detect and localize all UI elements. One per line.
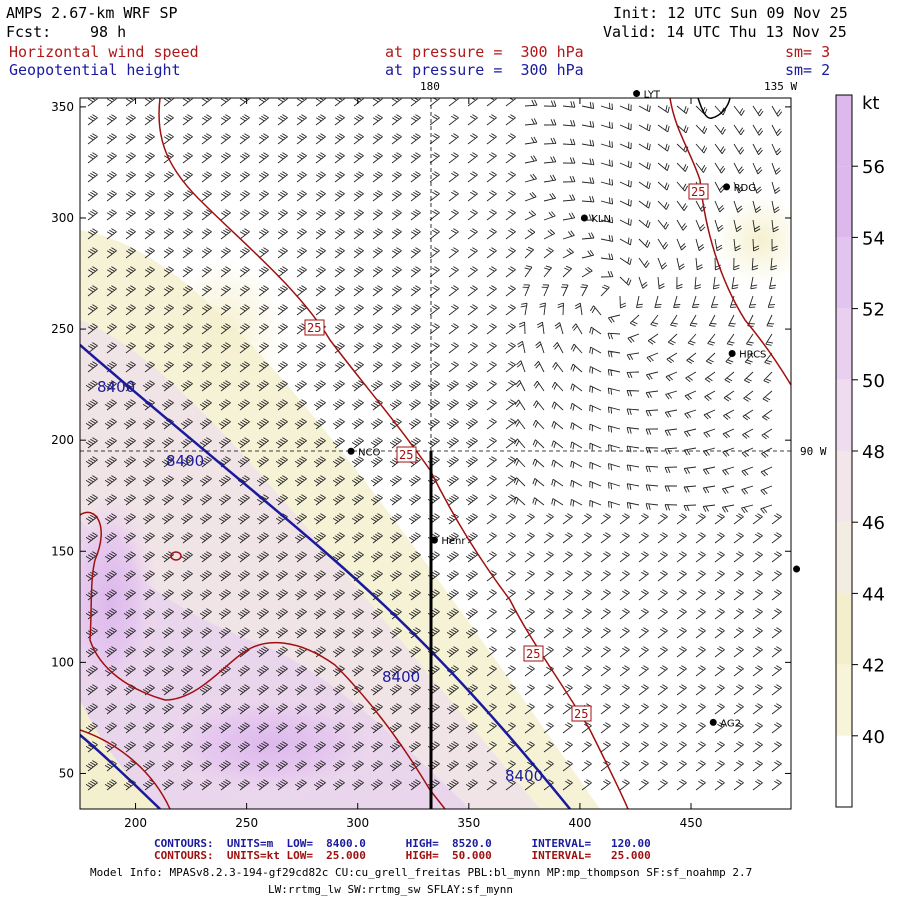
- wind-contour-25-east: [669, 98, 791, 386]
- y-tick-label: 100: [51, 655, 74, 669]
- valid-time: Valid: 14 UTC Thu 13 Nov 25: [603, 23, 847, 41]
- station-marker: [793, 565, 801, 573]
- colorbar-label: 46: [862, 513, 885, 534]
- wind-label: 25: [526, 647, 540, 661]
- station-label: HRCS: [739, 350, 766, 361]
- height-label: 8400: [382, 668, 420, 686]
- height-contour-8400-a: [80, 344, 571, 809]
- field-1-name: Horizontal wind speed: [9, 43, 199, 61]
- y-tick-label: 150: [51, 544, 74, 558]
- field-2-name: Geopotential height: [9, 61, 181, 79]
- field-1-smoothing: sm= 3: [785, 43, 831, 61]
- colorbar-label: 44: [862, 584, 885, 605]
- station-marker: [580, 214, 588, 222]
- meridian-label-180: 180: [420, 80, 440, 93]
- station-marker: [430, 536, 438, 544]
- colorbar-segment: [836, 522, 852, 594]
- wind-contour-50: [80, 511, 446, 809]
- colorbar-label: 54: [862, 228, 885, 249]
- model-title: AMPS 2.67-km WRF SP: [6, 4, 178, 22]
- height-contour-8400-b: [80, 734, 161, 809]
- station-marker: [633, 90, 641, 98]
- station-marker: [728, 350, 736, 358]
- station-marker: [347, 447, 355, 455]
- colorbar-label: 50: [862, 371, 885, 392]
- colorbar-label: 48: [862, 442, 885, 463]
- station-label: NCO: [358, 447, 380, 458]
- wind-label: 25: [574, 707, 588, 721]
- init-time: Init: 12 UTC Sun 09 Nov 25: [613, 4, 848, 22]
- station-label: RDG: [734, 183, 756, 194]
- field-1-level: at pressure = 300 hPa: [385, 43, 584, 61]
- footer-model-info: Model Info: MPASv8.2.3-194-gf29cd82c CU:…: [90, 866, 753, 879]
- y-tick-label: 200: [51, 433, 74, 447]
- height-label: 8400: [97, 378, 135, 396]
- wind-max-core: [150, 690, 390, 800]
- station-marker: [709, 718, 717, 726]
- forecast-hours: 98 h: [90, 23, 127, 41]
- colorbar-label: 56: [862, 157, 885, 178]
- wind-label: 25: [399, 448, 413, 462]
- wind-contour-small: [170, 551, 182, 561]
- wind-contour-labels: 25 25 25 25 25: [304, 183, 709, 722]
- y-tick-label: 50: [59, 766, 74, 780]
- colorbar-segment: [836, 308, 852, 380]
- height-label: 8400: [166, 452, 204, 470]
- wind-contour-50-sw: [80, 729, 171, 809]
- colorbar-segment: [836, 166, 852, 238]
- map-frame: [79, 97, 792, 810]
- x-tick-label: 350: [457, 816, 480, 830]
- field-2-level: at pressure = 300 hPa: [385, 61, 584, 79]
- colorbar-segment: [836, 593, 852, 665]
- wind-barb-field: [85, 98, 783, 791]
- x-tick-label: 450: [680, 816, 703, 830]
- y-tick-label: 250: [51, 322, 74, 336]
- y-tick-label: 300: [51, 211, 74, 225]
- colorbar-label: 40: [862, 727, 885, 748]
- colorbar-segment: [836, 451, 852, 523]
- x-tick-label: 300: [346, 816, 369, 830]
- field-2-smoothing: sm= 2: [785, 61, 831, 79]
- footer-height-contours: CONTOURS: UNITS=m LOW= 8400.0 HIGH= 8520…: [154, 837, 651, 850]
- colorbar-segment: [836, 664, 852, 736]
- colorbar-segment: [836, 379, 852, 451]
- x-tick-label: 250: [235, 816, 258, 830]
- colorbar-segment: [836, 735, 852, 807]
- wind-barbs: [85, 98, 783, 791]
- wind-shading-north: [165, 260, 285, 400]
- station-label: KLN: [591, 214, 611, 225]
- station-label: LYT: [644, 90, 661, 101]
- station-label: AG2: [720, 718, 741, 729]
- coastline: [697, 98, 731, 119]
- y-tick-label: 350: [51, 100, 74, 114]
- map-shading: [80, 98, 791, 809]
- x-tick-label: 200: [124, 816, 147, 830]
- station-label: Henr: [441, 536, 466, 547]
- stations: LYT RDG KLN HRCS NCO Henr AG2: [347, 90, 801, 729]
- footer-wind-contours: CONTOURS: UNITS=kt LOW= 25.000 HIGH= 50.…: [154, 849, 651, 862]
- forecast-label: Fcst:: [6, 23, 52, 41]
- colorbar-segment: [836, 95, 852, 167]
- wind-label: 25: [307, 321, 321, 335]
- wind-shading-sw: [80, 700, 160, 809]
- colorbar-label: 42: [862, 656, 885, 677]
- colorbar-segment: [836, 237, 852, 309]
- height-label: 8400: [505, 767, 543, 785]
- meridian-label-90w: 90 W: [800, 445, 827, 458]
- x-tick-label: 400: [568, 816, 591, 830]
- meridian-label-135w: 135 W: [764, 80, 798, 93]
- colorbar: kt 56 54 52 50 48 46 44 42 40: [835, 93, 885, 808]
- colorbar-unit: kt: [862, 93, 879, 114]
- height-contour-labels: 8400 8400 8400 8400: [97, 378, 543, 785]
- station-marker: [723, 183, 731, 191]
- footer-model-info-2: LW:rrtmg_lw SW:rrtmg_sw SFLAY:sf_mynn: [268, 883, 514, 896]
- map-axes: 200 250 300 350 400 450 50 100 150 200 250 300 350: [51, 98, 791, 830]
- colorbar-label: 52: [862, 300, 885, 321]
- wind-label: 25: [691, 185, 705, 199]
